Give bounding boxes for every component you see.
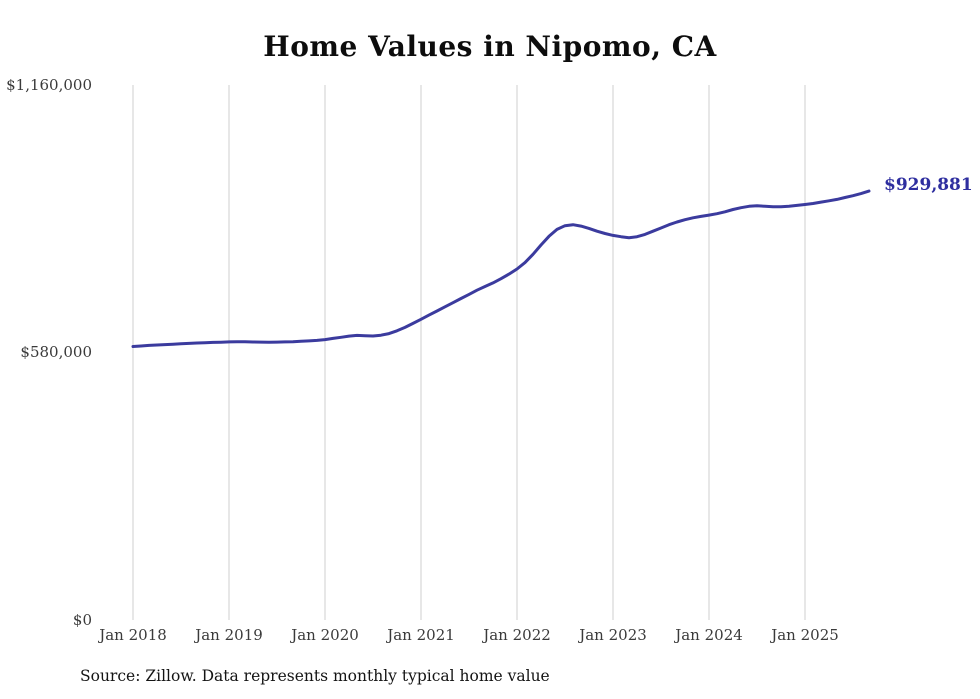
x-axis-tick-label: Jan 2023 [577, 626, 647, 644]
x-axis-tick-label: Jan 2022 [481, 626, 551, 644]
y-axis-tick-label: $0 [72, 611, 92, 629]
y-axis-tick-label: $1,160,000 [6, 76, 92, 94]
home-value-line [131, 189, 871, 348]
y-axis-tick-label: $580,000 [20, 343, 92, 361]
x-axis-tick-label: Jan 2025 [769, 626, 839, 644]
x-axis-tick-label: Jan 2019 [193, 626, 263, 644]
latest-value-label: $929,881 [884, 175, 973, 195]
chart-title: Home Values in Nipomo, CA [263, 30, 717, 63]
source-note: Source: Zillow. Data represents monthly … [80, 667, 550, 685]
x-axis-tick-label: Jan 2020 [289, 626, 359, 644]
x-axis-tick-label: Jan 2018 [97, 626, 167, 644]
x-axis-tick-label: Jan 2021 [385, 626, 455, 644]
x-axis-tick-label: Jan 2024 [673, 626, 743, 644]
